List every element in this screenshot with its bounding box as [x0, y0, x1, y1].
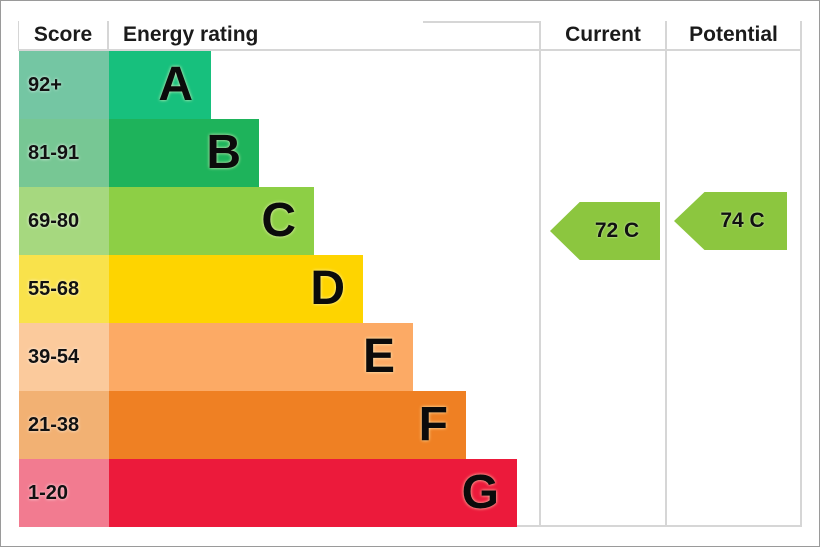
rating-letter-f: F	[418, 398, 448, 451]
header-divider	[19, 49, 802, 51]
current-rating-label: 72 C	[594, 219, 640, 242]
header-energy-rating: Energy rating	[109, 21, 423, 49]
rating-bar-b: B	[109, 119, 259, 187]
score-range-g: 1-20	[19, 459, 109, 527]
rating-bar-g: G	[109, 459, 517, 527]
potential-column-divider	[665, 21, 667, 527]
band-row-f: 21-38 F	[19, 391, 539, 459]
score-range-a: 92+	[19, 51, 109, 119]
score-range-c: 69-80	[19, 187, 109, 255]
rating-bar-c: C	[109, 187, 314, 255]
band-row-a: 92+ A	[19, 51, 539, 119]
score-range-f: 21-38	[19, 391, 109, 459]
score-range-b: 81-91	[19, 119, 109, 187]
table-right-border	[800, 21, 802, 527]
potential-rating-label: 74 C	[720, 209, 765, 232]
rating-letter-c: C	[261, 194, 296, 247]
rating-letter-d: D	[310, 262, 345, 315]
potential-rating-arrow: 74 C	[674, 192, 787, 250]
rating-letter-e: E	[362, 330, 395, 383]
header-left-border	[18, 21, 19, 51]
band-row-d: 55-68 D	[19, 255, 539, 323]
band-row-c: 69-80 C	[19, 187, 539, 255]
band-row-g: 1-20 G	[19, 459, 539, 527]
rating-letter-g: G	[461, 466, 499, 519]
current-rating-arrow: 72 C	[550, 202, 660, 260]
band-rows: 92+ A 81-91 B 69-80 C 55-68 D 39-54 E 21…	[19, 51, 539, 527]
rating-letter-b: B	[206, 126, 241, 179]
rating-bar-e: E	[109, 323, 413, 391]
header-potential: Potential	[667, 21, 800, 49]
score-range-d: 55-68	[19, 255, 109, 323]
band-row-b: 81-91 B	[19, 119, 539, 187]
score-range-e: 39-54	[19, 323, 109, 391]
rating-letter-a: A	[158, 58, 193, 111]
header-score: Score	[19, 21, 107, 49]
rating-bar-a: A	[109, 51, 211, 119]
score-column-divider	[107, 21, 109, 51]
header-current: Current	[541, 21, 665, 49]
current-column-divider	[539, 21, 541, 527]
rating-bar-d: D	[109, 255, 363, 323]
band-row-e: 39-54 E	[19, 323, 539, 391]
rating-bar-f: F	[109, 391, 466, 459]
